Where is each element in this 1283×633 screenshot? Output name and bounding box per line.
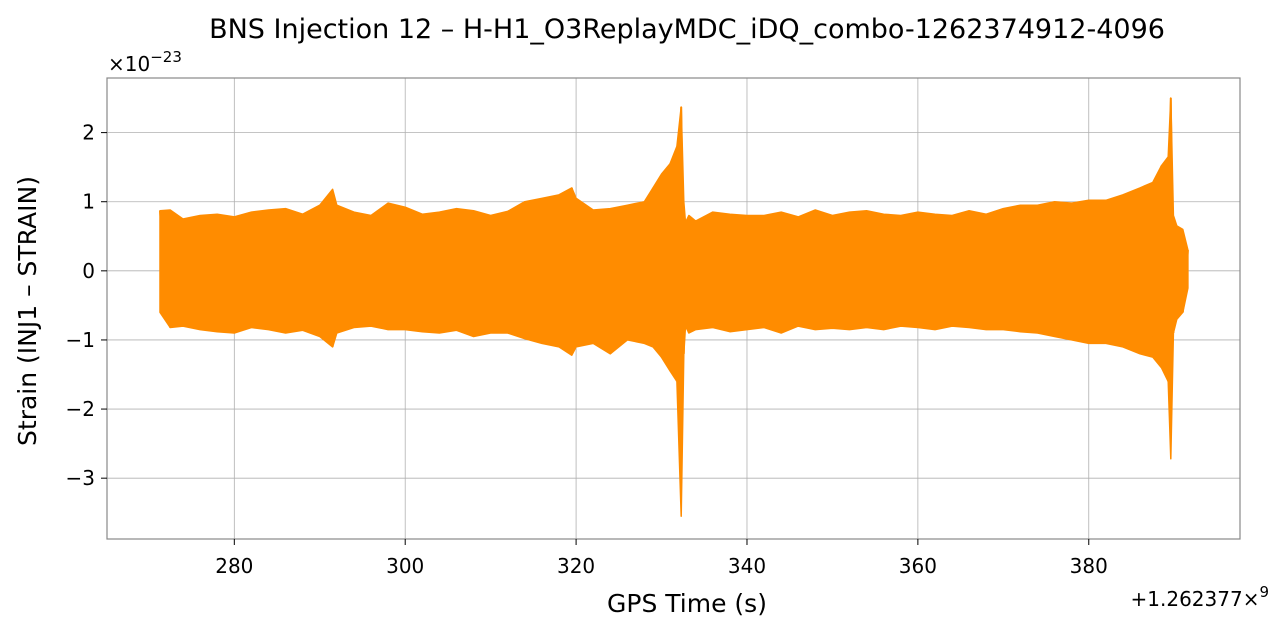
x-tick-label: 380 [1070,554,1108,578]
chart-title: BNS Injection 12 – H-H1_O3ReplayMDC_iDQ_… [209,14,1165,45]
x-offset-base: +1.262377× [1131,587,1260,611]
y-tick-label: 1 [82,190,95,214]
series-layer [159,97,1189,517]
x-offset-exponent: 9 [1259,583,1269,601]
y-tick-label: −2 [66,397,95,421]
plot-frame [106,77,1241,540]
x-offset-label: +1.262377×9 [1131,583,1270,611]
x-tick-label: 320 [557,554,595,578]
y-axis: 2 1 0 −1 −2 −3 [66,121,107,490]
x-axis: 280 300 320 340 360 380 [215,539,1108,578]
y-tick-label: −1 [66,328,95,352]
x-axis-label: GPS Time (s) [607,589,767,618]
y-scale-label: ×10−23 [108,48,182,76]
y-axis-label: Strain (INJ1 – STRAIN) [13,176,42,446]
y-scale-base: ×10 [108,52,150,76]
x-tick-label: 340 [728,554,766,578]
y-scale-exponent: −23 [150,48,182,66]
y-tick-label: 2 [82,121,95,145]
x-tick-label: 300 [386,554,424,578]
y-tick-label: 0 [82,259,95,283]
strain-series-line [159,97,1189,382]
x-tick-label: 280 [215,554,253,578]
x-tick-label: 360 [899,554,937,578]
y-tick-label: −3 [66,466,95,490]
